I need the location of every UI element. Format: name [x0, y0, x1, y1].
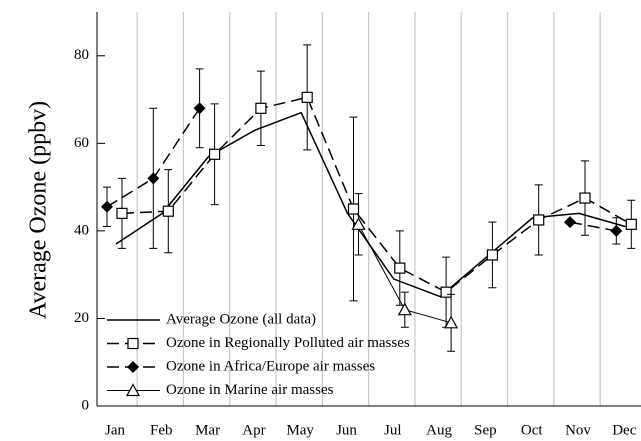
x-tick-label: May [286, 422, 314, 438]
legend-marker [125, 383, 141, 397]
legend-label: Ozone in Regionally Polluted air masses [166, 335, 410, 351]
x-tick-label: Aug [426, 422, 452, 438]
marker [101, 200, 113, 213]
marker [193, 102, 206, 115]
marker [440, 286, 452, 298]
marker [351, 217, 366, 230]
legend-label: Ozone in Africa/Europe air masses [166, 358, 375, 374]
x-tick-label: Sep [474, 422, 497, 438]
marker [347, 203, 360, 215]
marker [255, 102, 267, 114]
legend-label: Ozone in Marine air masses [166, 382, 334, 398]
y-tick-label: 0 [82, 397, 90, 413]
series-line [121, 96, 632, 294]
marker [533, 214, 545, 226]
x-tick-label: Jun [336, 422, 357, 438]
marker [579, 192, 591, 204]
legend-label: Average Ozone (all data) [166, 311, 316, 327]
x-tick-label: Apr [242, 422, 265, 438]
y-tick-label: 60 [74, 135, 89, 151]
marker [147, 172, 160, 185]
x-tick-label: Jan [105, 422, 125, 438]
marker [610, 224, 623, 237]
marker [162, 205, 174, 217]
x-tick-label: Mar [195, 422, 220, 438]
legend-marker [127, 337, 139, 350]
marker [486, 249, 498, 261]
marker [444, 315, 459, 329]
y-tick-label: 20 [74, 310, 89, 326]
x-tick-label: Oct [521, 422, 543, 438]
marker [209, 148, 221, 160]
y-tick-label: 80 [74, 47, 89, 63]
legend-marker [127, 361, 139, 373]
series-line [115, 111, 626, 298]
marker [625, 218, 637, 230]
x-tick-label: Feb [150, 422, 173, 438]
marker [301, 91, 313, 103]
marker [564, 216, 576, 229]
x-tick-label: Dec [612, 422, 636, 438]
y-tick-label: 40 [74, 222, 89, 238]
x-tick-label: Nov [565, 422, 591, 438]
y-axis-label: Average Ozone (ppbv) [26, 101, 52, 319]
x-tick-label: Jul [384, 422, 402, 438]
marker [116, 207, 128, 219]
marker [394, 262, 406, 274]
marker [397, 302, 412, 316]
